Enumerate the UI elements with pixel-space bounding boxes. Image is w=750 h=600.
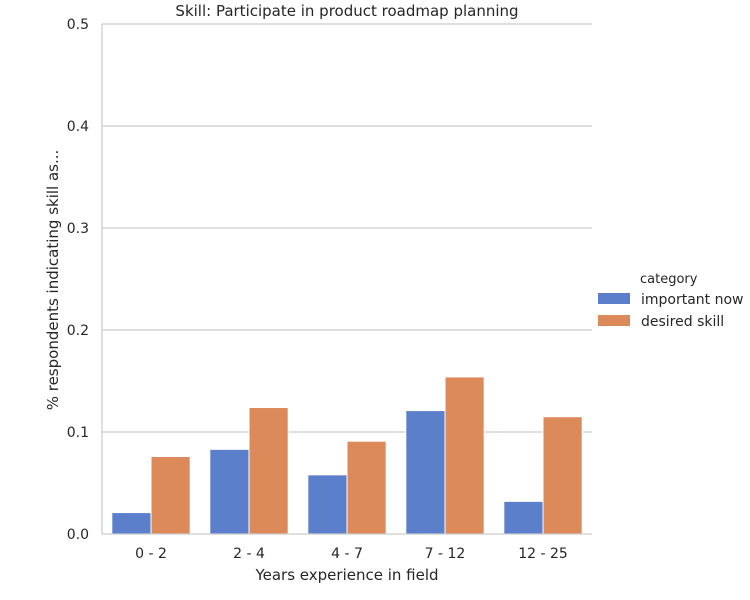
y-tick-label: 0.4 [67,119,89,135]
bar-desired-skill-1 [248,407,289,535]
x-tick-label: 2 - 4 [233,546,265,562]
bar-desired-skill-3 [444,376,485,535]
axes [101,24,592,535]
chart-title: Skill: Participate in product roadmap pl… [175,2,518,20]
bar-important-now-1 [209,448,250,535]
bar-desired-skill-4 [542,416,583,535]
bar-important-now-3 [405,410,446,535]
bar-important-now-0 [111,512,152,535]
bar-desired-skill-0 [150,455,191,535]
y-tick-labels: 0.0 0.1 0.2 0.3 0.4 0.5 [67,17,89,543]
x-tick-label: 0 - 2 [135,546,167,562]
y-tick-label: 0.1 [67,425,89,441]
y-tick-label: 0.3 [67,221,89,237]
gridlines [102,23,592,433]
bars [111,376,583,535]
bar-important-now-2 [307,474,348,535]
bar-important-now-4 [503,500,544,535]
legend: category important now desired skill [598,272,744,330]
x-tick-labels: 0 - 2 2 - 4 4 - 7 7 - 12 12 - 25 [135,546,568,562]
y-tick-label: 0.2 [67,323,89,339]
y-tick-label: 0.0 [67,527,89,543]
legend-title: category [640,272,698,287]
x-axis-label: Years experience in field [254,566,438,584]
legend-label-desired-skill: desired skill [641,314,724,330]
x-tick-label: 7 - 12 [425,546,466,562]
legend-swatch-desired-skill [598,315,630,326]
legend-label-important-now: important now [641,292,744,308]
x-tick-label: 12 - 25 [518,546,568,562]
bar-desired-skill-2 [346,440,387,535]
y-tick-label: 0.5 [67,17,89,33]
y-axis-label: % respondents indicating skill as... [44,150,62,411]
x-tick-label: 4 - 7 [331,546,363,562]
legend-swatch-important-now [598,293,630,304]
